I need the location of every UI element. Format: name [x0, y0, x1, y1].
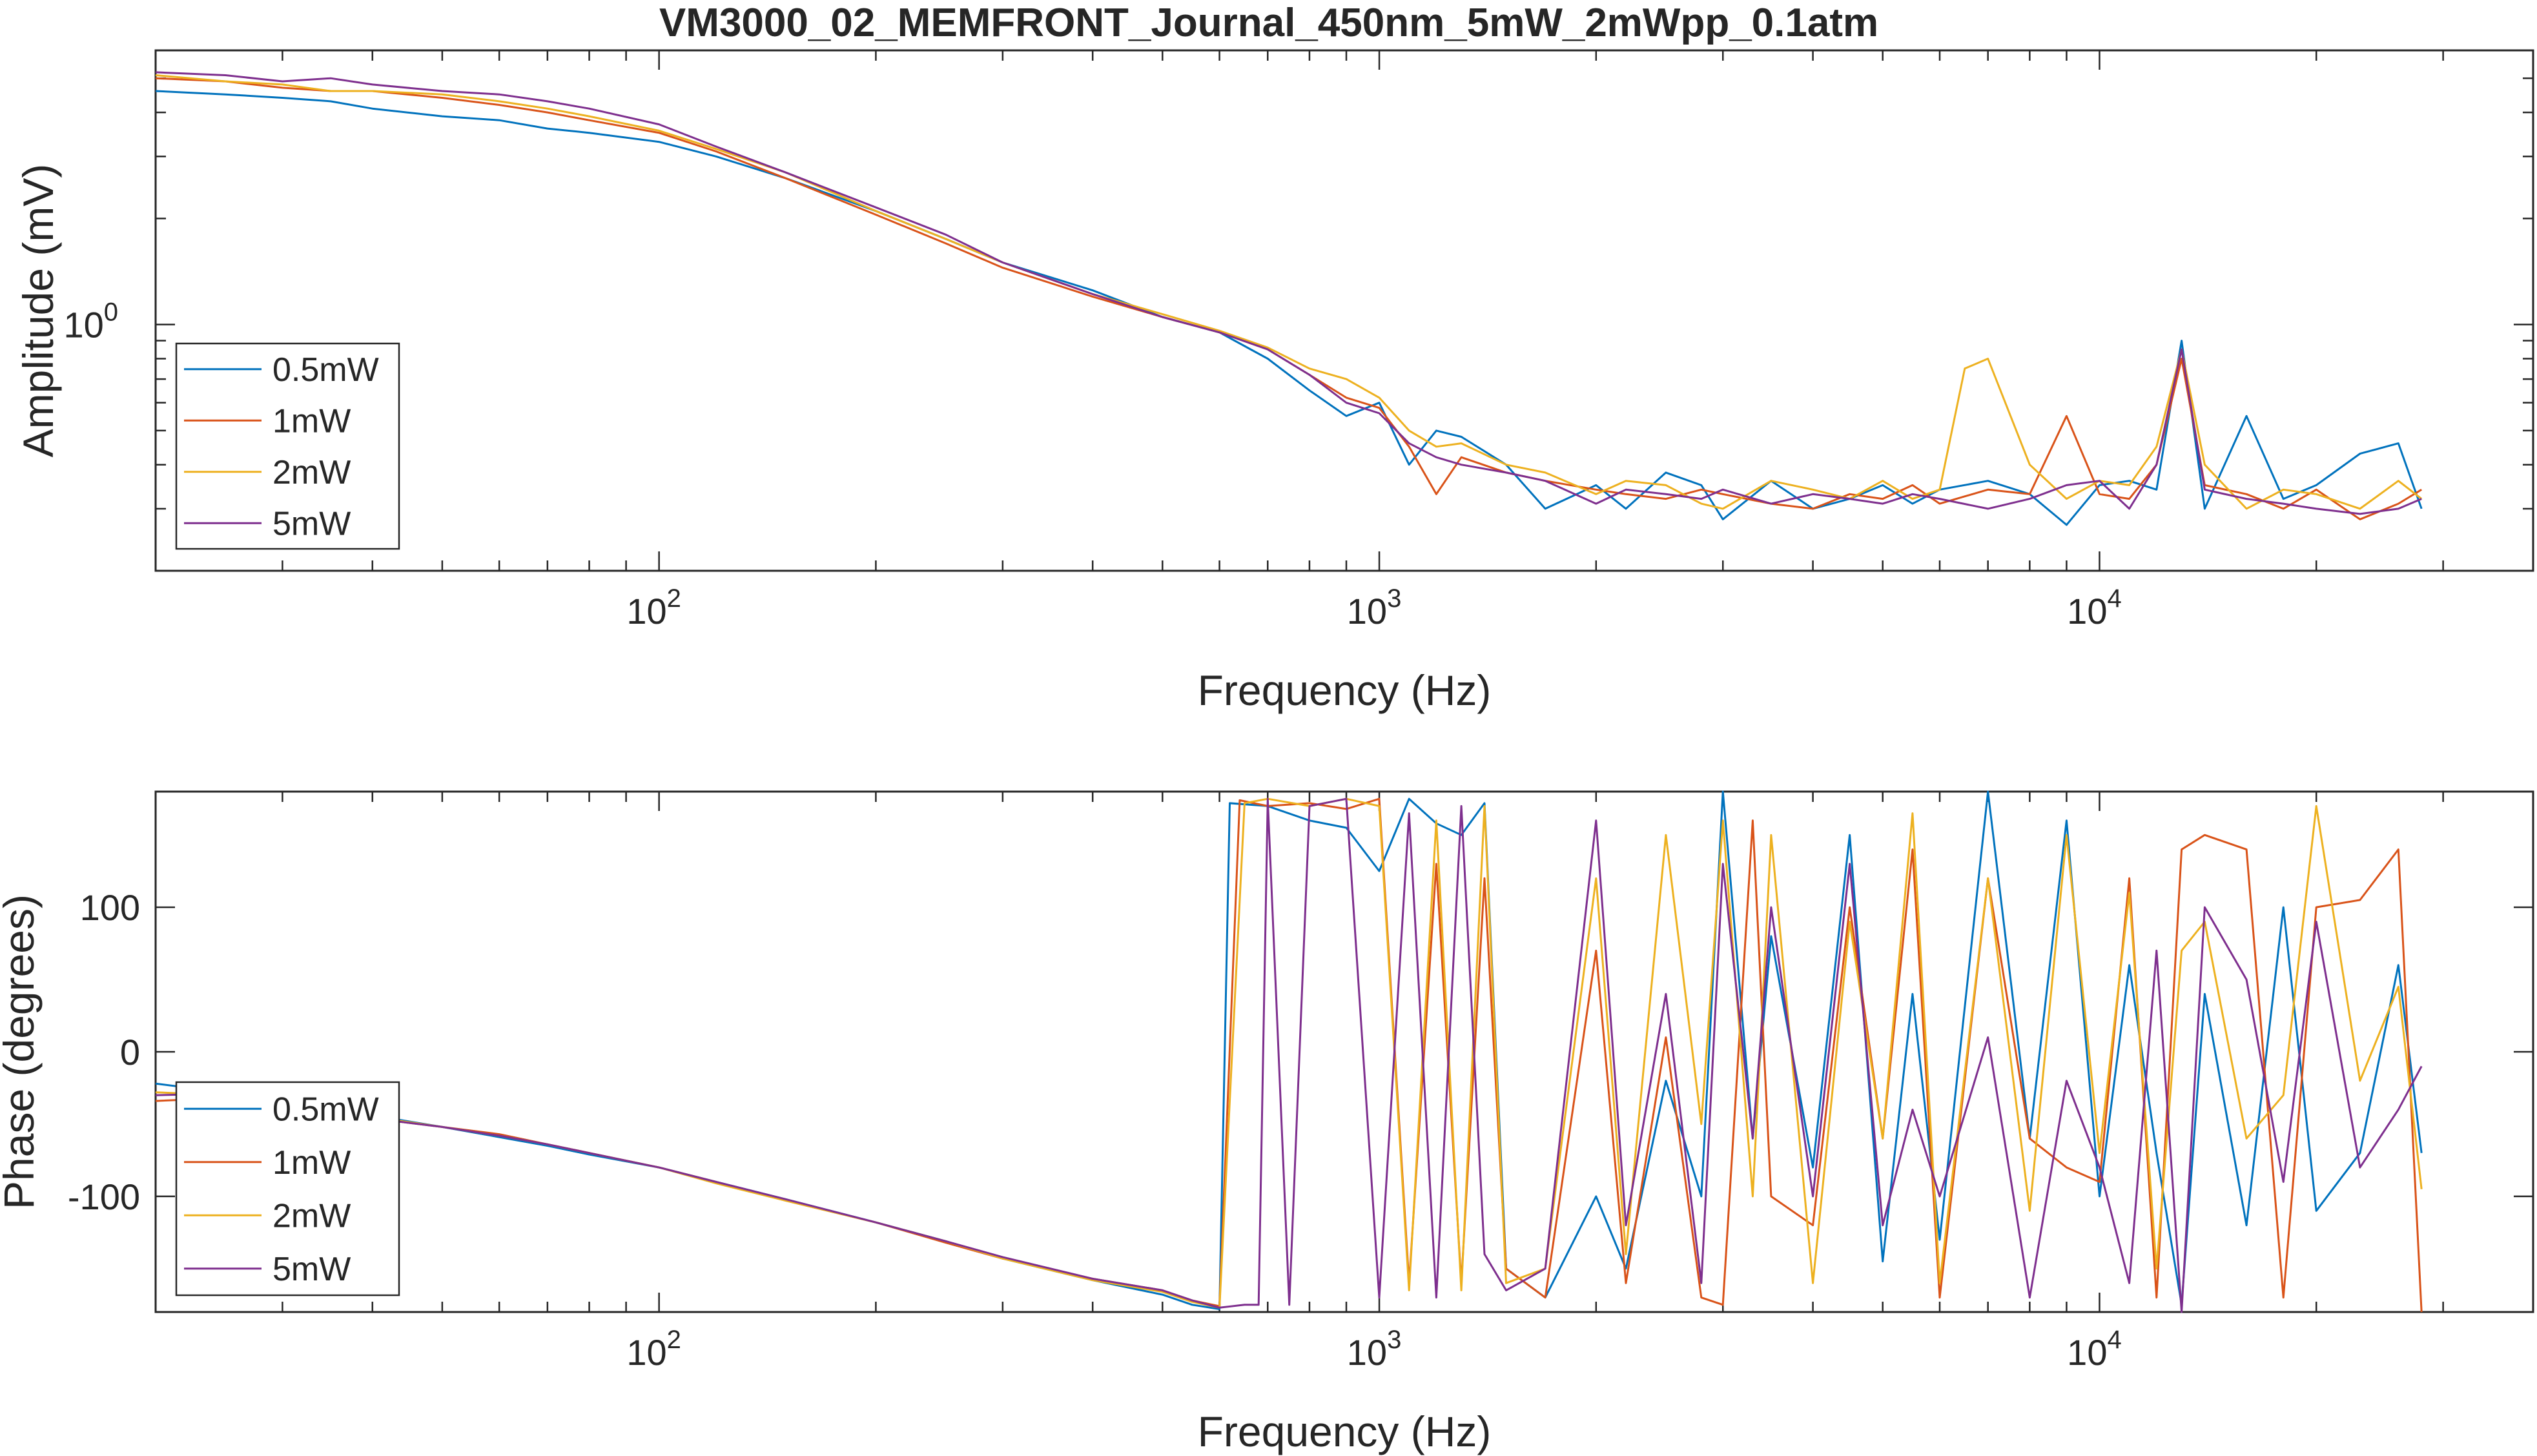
- phase-series-2mW: [155, 797, 2423, 1309]
- amplitude-plot-area: [154, 49, 2534, 572]
- phase-legend: 0.5mW 1mW 2mW 5mW: [175, 1081, 400, 1297]
- amplitude-x-tick-label: 102: [626, 584, 681, 631]
- phase-ticks: 102 103 104 100 0 -100: [68, 792, 2534, 1373]
- phase-y-tick-label: -100: [68, 1176, 140, 1217]
- legend-label-1mW: 1mW: [272, 1144, 351, 1182]
- phase-series-5mW: [155, 797, 2423, 1313]
- amplitude-series: [155, 71, 2423, 526]
- phase-y-tick-label: 100: [80, 887, 140, 928]
- phase-plot: 102 103 104 100 0 -100 Frequency (Hz) Phase (…: [0, 790, 2534, 1455]
- phase-y-axis-label: Phase (degrees): [0, 894, 43, 1209]
- amplitude-plot: 102 103 104 100 Frequency (Hz) Amplitude (m…: [14, 49, 2534, 714]
- amplitude-x-axis-label: Frequency (Hz): [1198, 666, 1492, 714]
- phase-legend-box: [175, 1081, 400, 1297]
- phase-x-tick-label: 103: [1347, 1326, 1402, 1373]
- amplitude-y-axis-label: Amplitude (mV): [14, 164, 62, 458]
- amplitude-legend-box: [175, 342, 400, 550]
- amplitude-legend: 0.5mW 1mW 2mW 5mW: [175, 342, 400, 550]
- amplitude-y-tick-label: 100: [63, 298, 118, 345]
- phase-x-tick-label: 104: [2067, 1326, 2122, 1373]
- legend-label-2mW: 2mW: [272, 454, 351, 491]
- phase-x-tick-label: 102: [626, 1326, 681, 1373]
- phase-plot-area: [154, 790, 2534, 1313]
- legend-label-0.5mW: 0.5mW: [272, 351, 379, 389]
- legend-label-2mW: 2mW: [272, 1197, 351, 1235]
- legend-label-5mW: 5mW: [272, 1251, 351, 1288]
- amplitude-x-tick-label: 103: [1347, 584, 1402, 631]
- amplitude-series-5mW: [155, 71, 2422, 515]
- amplitude-ticks: 102 103 104 100: [63, 49, 2534, 631]
- legend-label-0.5mW: 0.5mW: [272, 1091, 379, 1128]
- phase-series: [155, 790, 2423, 1313]
- phase-y-tick-label: 0: [120, 1032, 140, 1072]
- legend-label-5mW: 5mW: [272, 505, 351, 542]
- phase-x-axis-label: Frequency (Hz): [1198, 1408, 1492, 1455]
- amplitude-x-tick-label: 104: [2067, 584, 2122, 631]
- amplitude-series-2mW: [155, 74, 2423, 510]
- legend-label-1mW: 1mW: [272, 402, 351, 440]
- figure-title: VM3000_02_MEMFRONT_Journal_450nm_5mW_2mW…: [659, 1, 1878, 45]
